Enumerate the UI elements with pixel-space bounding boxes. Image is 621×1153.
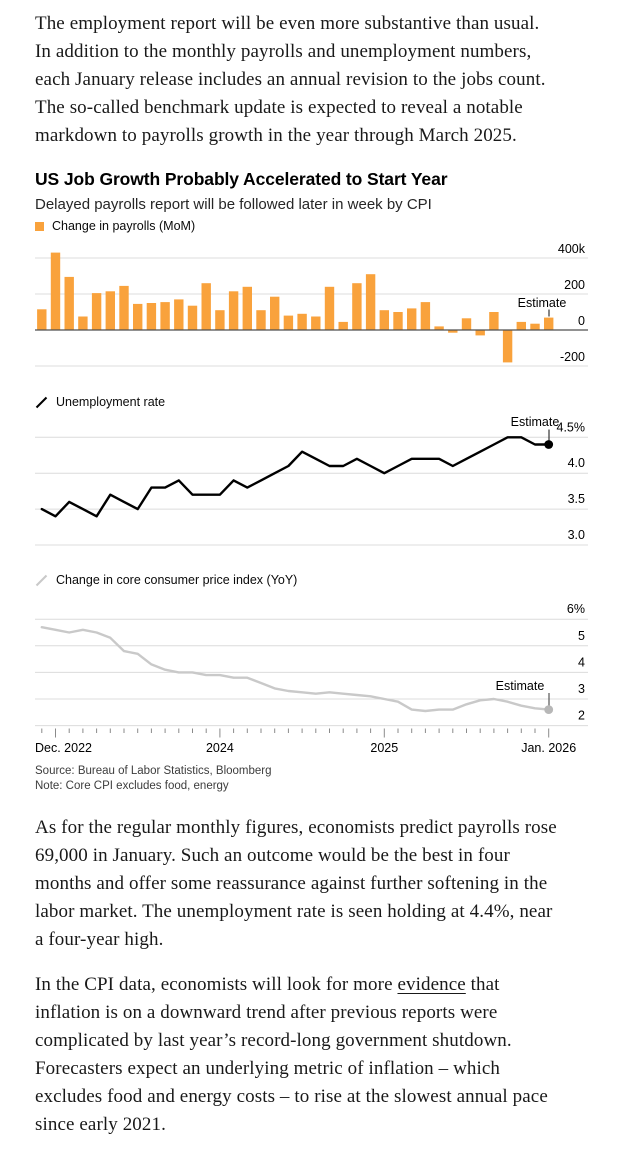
svg-text:-200: -200 <box>560 350 585 364</box>
black-diagonal-line-icon <box>35 396 48 408</box>
svg-text:Estimate: Estimate <box>496 679 545 693</box>
svg-text:4: 4 <box>578 655 585 669</box>
unemployment-line-chart: 4.5% 4.0 3.5 3.0 Estimate <box>35 415 588 546</box>
svg-text:4.5%: 4.5% <box>557 420 586 434</box>
legend-cpi: Change in core consumer price index (YoY… <box>35 573 297 587</box>
svg-text:6%: 6% <box>567 602 585 616</box>
svg-text:0: 0 <box>578 314 585 328</box>
legend-unemployment-label: Unemployment rate <box>56 395 166 409</box>
legend-payrolls-label: Change in payrolls (MoM) <box>52 219 196 233</box>
payrolls-bar-chart: 400k 200 0 -200 Estimate <box>35 242 588 367</box>
svg-text:5: 5 <box>578 629 585 643</box>
intro-paragraph: The employment report will be even more … <box>35 13 546 146</box>
chart-title: US Job Growth Probably Accelerated to St… <box>35 169 448 189</box>
svg-text:2025: 2025 <box>370 741 398 755</box>
svg-text:3.0: 3.0 <box>568 528 585 542</box>
orange-square-icon <box>35 221 44 231</box>
cpi-paragraph: In the CPI data, economists will look fo… <box>35 971 600 1139</box>
cpi-line-chart: 6% 5 4 3 2 Estimate Dec. 2022 2024 2025 Jan. 2026 <box>35 602 588 755</box>
evidence-link[interactable]: evidence <box>397 974 466 995</box>
svg-text:2024: 2024 <box>206 741 234 755</box>
svg-text:3.5: 3.5 <box>568 492 585 506</box>
svg-text:3: 3 <box>578 682 585 696</box>
p3-text-before-link: In the CPI data, economists will look fo… <box>35 974 398 995</box>
payrolls-forecast-paragraph: As for the regular monthly figures, econ… <box>35 817 557 950</box>
legend-cpi-label: Change in core consumer price index (YoY… <box>56 573 298 587</box>
svg-text:Jan. 2026: Jan. 2026 <box>521 741 576 755</box>
legend-unemployment: Unemployment rate <box>35 395 165 409</box>
svg-text:Estimate: Estimate <box>511 415 560 429</box>
source-line: Source: Bureau of Labor Statistics, Bloo… <box>35 765 272 777</box>
p3-text-rest: inflation is on a downward trend after p… <box>35 1002 548 1135</box>
source-note: Source: Bureau of Labor Statistics, Bloo… <box>35 764 272 794</box>
chart-subtitle: Delayed payrolls report will be followed… <box>35 196 432 213</box>
gray-diagonal-line-icon <box>35 574 48 586</box>
p3-text-after-link: that <box>465 974 500 995</box>
svg-text:Estimate: Estimate <box>518 296 567 310</box>
legend-payrolls: Change in payrolls (MoM) <box>35 219 195 233</box>
svg-text:4.0: 4.0 <box>568 456 585 470</box>
svg-text:400k: 400k <box>558 242 586 256</box>
svg-text:200: 200 <box>564 278 585 292</box>
note-line: Note: Core CPI excludes food, energy <box>35 780 229 792</box>
svg-text:2: 2 <box>578 709 585 723</box>
svg-text:Dec. 2022: Dec. 2022 <box>35 741 92 755</box>
